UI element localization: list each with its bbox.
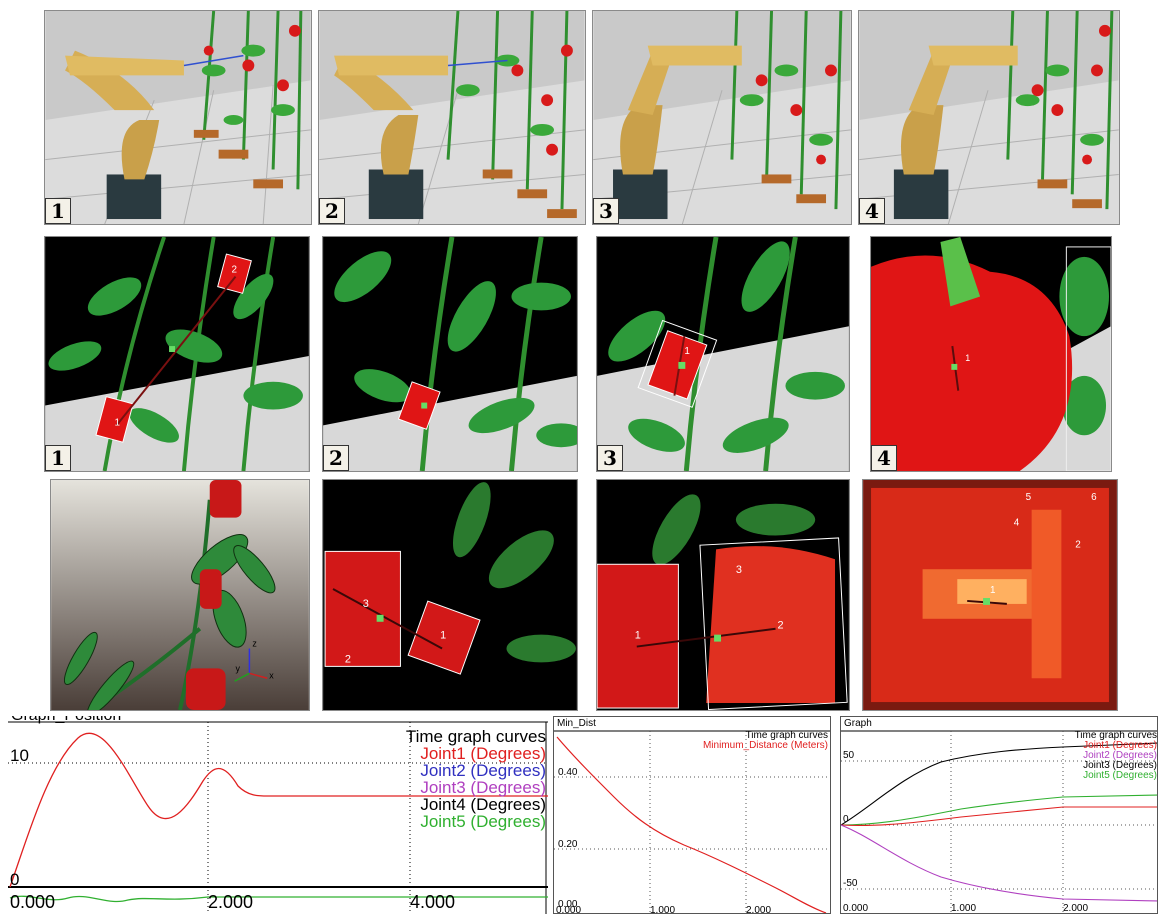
graph-title: Min_Dist <box>557 718 596 729</box>
panel-number-badge: 3 <box>597 445 623 471</box>
legend-joint5: Joint5 (Degrees) <box>420 812 546 831</box>
camera-view-2: 2 <box>322 236 578 472</box>
y-tick-0.40: 0.40 <box>558 767 578 778</box>
target-marker-1: 1 <box>635 630 641 642</box>
x-tick-2: 2.000 <box>746 905 772 914</box>
fine-view-3: 1 2 3 <box>596 479 850 711</box>
legend-joint3: Joint3 (Degrees) <box>420 778 546 797</box>
target-marker-3: 3 <box>736 564 742 576</box>
target-marker-1: 1 <box>684 346 690 357</box>
legend-joint1: Joint1 (Degrees) <box>1083 740 1157 751</box>
fine-view-2: 3 1 2 <box>322 479 578 711</box>
target-marker-1: 1 <box>115 417 121 428</box>
legend-title: Time graph curves <box>1074 730 1157 741</box>
x-tick-2: 2.000 <box>1063 903 1089 914</box>
target-marker-2: 2 <box>778 620 784 632</box>
graph-min-dist-plot <box>554 730 830 913</box>
graph-position-plot <box>8 721 548 914</box>
graph-legend: Time graph curves Joint1 (Degrees) Joint… <box>406 728 546 830</box>
target-marker-3: 3 <box>363 598 369 610</box>
arm-scene-3-image <box>593 11 851 224</box>
camera-view-3: 1 3 <box>596 236 850 472</box>
target-marker-1: 1 <box>965 353 970 363</box>
camera-scene-3-image: 1 <box>597 237 849 471</box>
target-marker-2: 2 <box>345 653 351 665</box>
fine-view-2-image: 3 1 2 <box>323 480 577 710</box>
fine-view-4-image: 5 6 4 2 1 <box>863 480 1117 710</box>
x-tick-2: 2.000 <box>208 892 254 912</box>
camera-scene-2-image <box>323 237 577 471</box>
panel-number-badge: 2 <box>323 445 349 471</box>
target-marker-1: 1 <box>440 630 446 642</box>
fine-view-3-image: 1 2 3 <box>597 480 849 710</box>
y-tick-minus-50: -50 <box>843 878 858 889</box>
side-view-scene-image: z y x <box>51 480 309 710</box>
y-tick-0.00: 0.00 <box>558 899 578 910</box>
panel-number-badge: 4 <box>859 198 885 224</box>
arm-view-2: 2 <box>318 10 586 225</box>
fine-view-4: 5 6 4 2 1 <box>862 479 1118 711</box>
x-tick-0: 0.000 <box>10 892 56 912</box>
legend-joint2: Joint2 (Degrees) <box>420 761 546 780</box>
target-marker-6: 6 <box>1091 492 1097 503</box>
legend-joint1: Joint1 (Degrees) <box>420 744 546 763</box>
legend-title: Time graph curves <box>405 727 546 746</box>
x-tick-4: 4.000 <box>410 892 456 912</box>
arm-view-4: 4 <box>858 10 1120 225</box>
panel-number-badge: 3 <box>593 198 619 224</box>
panel-number-badge: 2 <box>319 198 345 224</box>
graph-legend: Time graph curves Joint1 (Degrees) Joint… <box>1075 731 1157 781</box>
target-marker-1: 1 <box>990 585 996 596</box>
camera-view-1: 1 2 1 <box>44 236 310 472</box>
legend-min-distance: Minimum_Distance (Meters) <box>702 740 828 751</box>
arm-view-3: 3 <box>592 10 852 225</box>
x-tick-0: 0.000 <box>556 905 582 914</box>
graph-title: Graph <box>844 718 872 729</box>
arm-scene-1-image <box>45 11 311 224</box>
y-tick-0.20: 0.20 <box>558 839 578 850</box>
target-marker-2: 2 <box>1075 539 1081 550</box>
axis-y-label: y <box>236 663 241 673</box>
y-tick-0: 0 <box>10 870 20 889</box>
legend-joint5: Joint5 (Degrees) <box>1083 770 1157 781</box>
legend-joint2: Joint2 (Degrees) <box>1083 750 1157 761</box>
legend-joint4: Joint4 (Degrees) <box>420 795 546 814</box>
panel-number-badge: 1 <box>45 198 71 224</box>
camera-scene-4-image: 1 <box>871 237 1111 471</box>
graph-legend: Time graph curves Minimum_Distance (Mete… <box>703 731 828 751</box>
y-tick-0: 0 <box>843 814 849 825</box>
graph-joints: Graph Time graph curves Joint1 (Degrees)… <box>840 716 1158 914</box>
graph-position: Graph_Position Time graph curves Joint1 … <box>8 716 548 914</box>
arm-view-1: 1 <box>44 10 312 225</box>
arm-scene-4-image <box>859 11 1119 224</box>
panel-number-badge: 4 <box>871 445 897 471</box>
graph-title: Graph_Position <box>11 716 121 725</box>
x-tick-1: 1.000 <box>951 903 977 914</box>
y-tick-10: 10 <box>10 746 29 765</box>
camera-scene-1-image: 1 2 <box>45 237 309 471</box>
x-tick-1: 1.000 <box>650 905 676 914</box>
axis-x-label: x <box>269 670 274 680</box>
y-tick-50: 50 <box>843 750 855 761</box>
graph-min-dist: Min_Dist Time graph curves Minimum_Dista… <box>553 716 831 914</box>
legend-title: Time graph curves <box>745 730 828 741</box>
target-marker-4: 4 <box>1014 518 1020 529</box>
x-tick-0: 0.000 <box>843 903 869 914</box>
camera-view-4: 1 4 <box>870 236 1112 472</box>
target-marker-5: 5 <box>1026 492 1032 503</box>
legend-joint3: Joint3 (Degrees) <box>1083 760 1157 771</box>
arm-scene-2-image <box>319 11 585 224</box>
graph-joints-plot <box>841 730 1157 913</box>
axis-z-label: z <box>252 639 257 649</box>
panel-number-badge: 1 <box>45 445 71 471</box>
simulation-side-view: z y x <box>50 479 310 711</box>
target-marker-2: 2 <box>232 265 238 276</box>
